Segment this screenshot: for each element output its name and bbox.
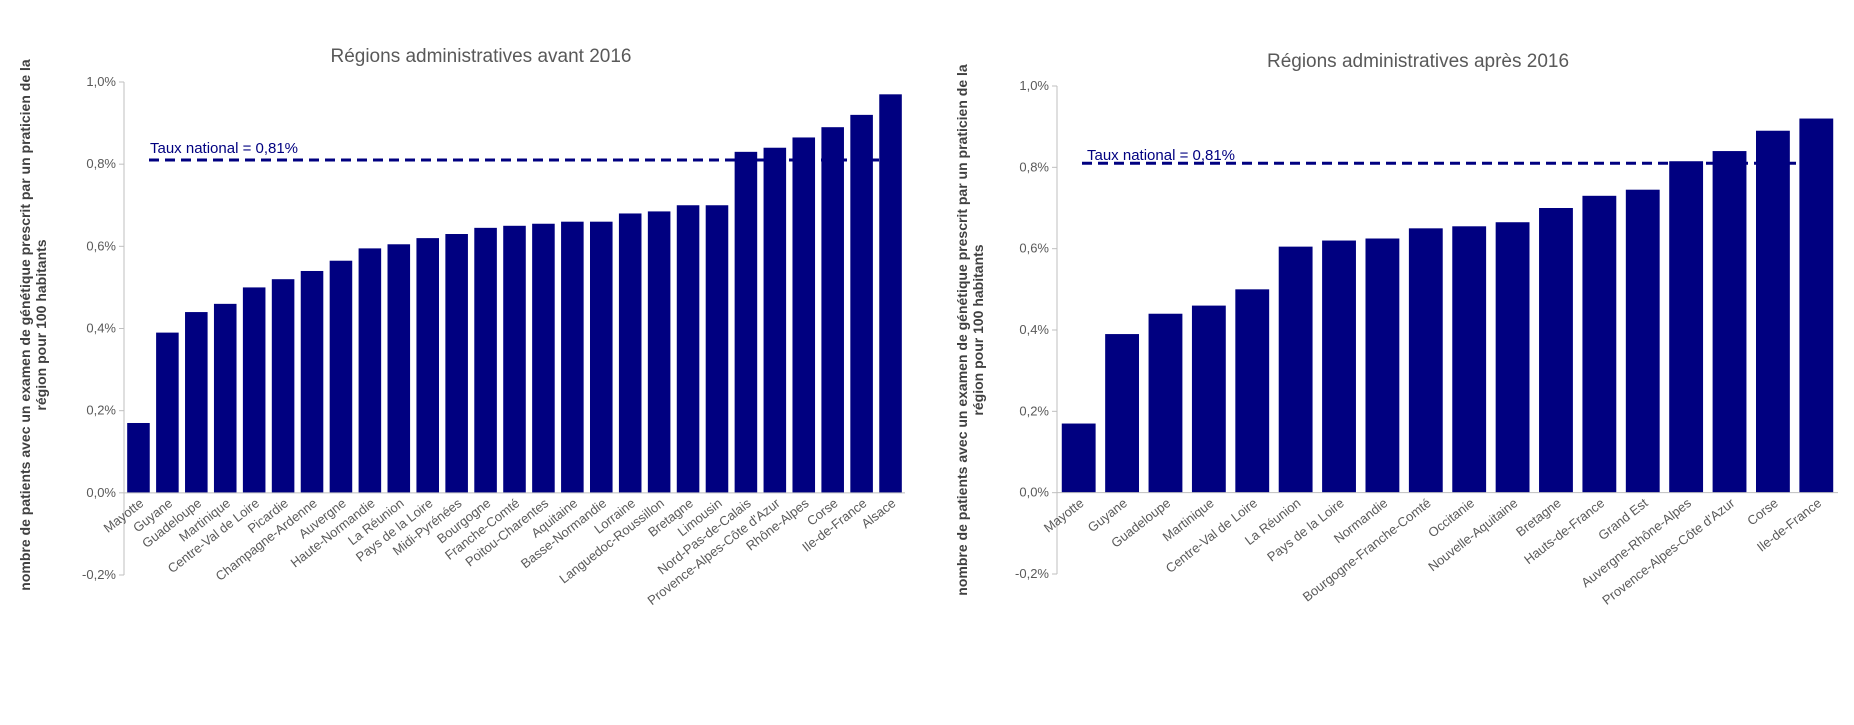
bar-11: [445, 234, 468, 493]
bar-12: [1582, 195, 1617, 493]
category-label: Mayotte: [1041, 495, 1087, 535]
chart-before-2016: Régions administratives avant 2016 nombre…: [17, 46, 905, 608]
y-tick-label: 0,4%: [1019, 322, 1049, 337]
bar-0: [1061, 423, 1096, 493]
bar-4: [1235, 289, 1270, 493]
bar-4: [242, 287, 266, 493]
y-tick-label: 0,2%: [1019, 403, 1049, 418]
bar-3: [1191, 305, 1226, 493]
y-tick-label: 1,0%: [1019, 78, 1049, 93]
bar-7: [329, 260, 353, 493]
category-label: Pays de la Loire: [1264, 495, 1347, 564]
bar-10: [416, 238, 440, 493]
bar-5: [1278, 246, 1313, 493]
bar-5: [271, 279, 295, 493]
y-axis-label: nombre de patients avec un examen de gén…: [17, 59, 49, 591]
national-rate-label: Taux national = 0,81%: [1087, 147, 1235, 164]
bar-24: [821, 127, 844, 493]
national-rate-label: Taux national = 0,81%: [150, 140, 298, 157]
bar-0: [127, 422, 150, 493]
bar-10: [1495, 222, 1530, 493]
bar-8: [1408, 228, 1443, 493]
bar-8: [358, 248, 382, 493]
chart-title: Régions administratives après 2016: [1267, 51, 1569, 72]
bar-17: [1799, 118, 1834, 493]
y-tick-label: 0,2%: [86, 403, 116, 418]
bar-2: [1148, 313, 1183, 493]
y-tick-label: -0,2%: [1015, 566, 1049, 581]
bar-16: [1755, 130, 1790, 493]
bar-20: [705, 205, 729, 493]
y-tick-label: 0,8%: [86, 156, 116, 171]
bar-21: [734, 151, 758, 493]
bar-9: [387, 244, 411, 493]
bar-14: [532, 223, 555, 493]
bar-15: [1712, 151, 1747, 493]
bar-6: [300, 270, 324, 493]
bar-13: [1625, 189, 1660, 493]
y-axis-label-line1: nombre de patients avec un examen de gén…: [17, 59, 33, 591]
y-axis-label-line2: région pour 100 habitants: [970, 244, 986, 415]
bar-15: [561, 221, 584, 493]
category-label: Corse: [1744, 495, 1781, 528]
bar-11: [1539, 208, 1573, 493]
y-axis-label: nombre de patients avec un examen de gén…: [954, 64, 986, 596]
bar-13: [503, 225, 526, 493]
chart-after-2016: Régions administratives après 2016 nombre…: [954, 51, 1838, 608]
y-tick-label: 0,0%: [1019, 485, 1049, 500]
chart-title: Régions administratives avant 2016: [330, 46, 631, 67]
bar-22: [763, 147, 787, 493]
y-tick-label: -0,2%: [82, 567, 116, 582]
bar-17: [618, 213, 642, 493]
bar-19: [676, 205, 700, 493]
y-tick-label: 0,6%: [86, 238, 116, 253]
y-axis-label-line2: région pour 100 habitants: [33, 239, 49, 410]
bar-1: [1105, 334, 1140, 493]
bar-16: [589, 221, 613, 493]
y-tick-label: 0,4%: [86, 321, 116, 336]
bar-7: [1365, 238, 1400, 493]
bar-9: [1452, 226, 1487, 493]
bar-14: [1669, 161, 1704, 493]
y-tick-label: 1,0%: [86, 74, 116, 89]
bar-23: [792, 137, 816, 493]
bar-18: [647, 211, 671, 493]
y-axis-label-line1: nombre de patients avec un examen de gén…: [954, 64, 970, 596]
bar-1: [156, 332, 179, 493]
y-tick-label: 0,0%: [86, 485, 116, 500]
y-tick-label: 0,8%: [1019, 159, 1049, 174]
bar-25: [850, 114, 873, 493]
bar-26: [879, 94, 902, 493]
bar-6: [1322, 240, 1356, 493]
y-tick-label: 0,6%: [1019, 241, 1049, 256]
bar-3: [213, 303, 237, 493]
bar-12: [474, 227, 497, 493]
bar-2: [185, 312, 208, 493]
